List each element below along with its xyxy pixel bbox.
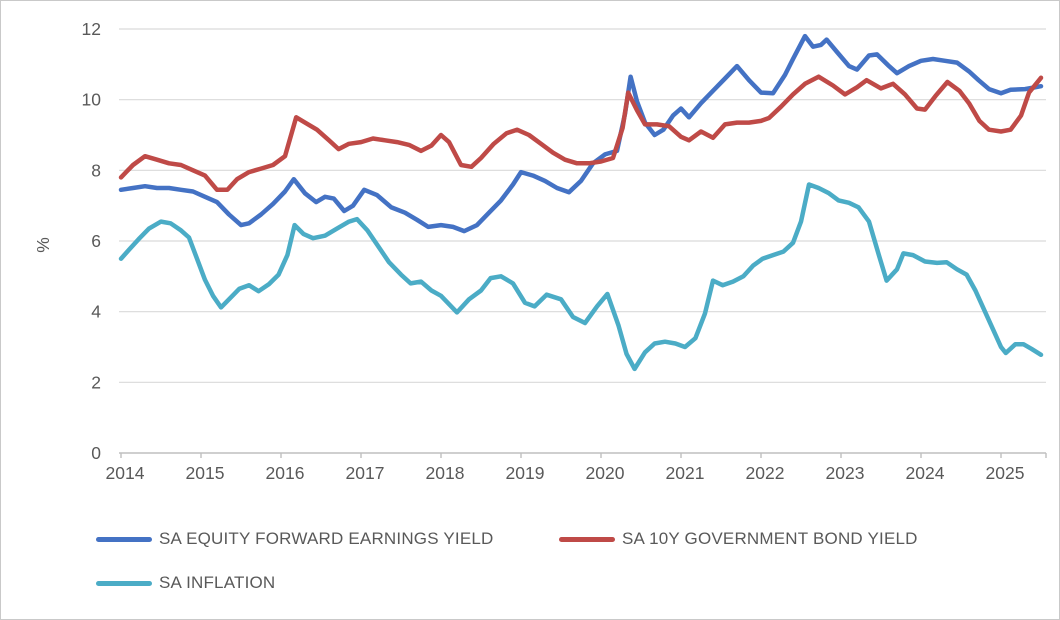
legend-label-equity-yield: SA EQUITY FORWARD EARNINGS YIELD (159, 529, 494, 548)
legend-item-bond-yield: SA 10Y GOVERNMENT BOND YIELD (559, 529, 918, 549)
x-tick-label-2022: 2022 (746, 463, 785, 483)
x-tick-label-2023: 2023 (826, 463, 865, 483)
gridlines (119, 28, 1046, 383)
y-tick-label-0: 0 (91, 443, 101, 463)
y-tick-label-8: 8 (91, 160, 101, 180)
legend-label-bond-yield: SA 10Y GOVERNMENT BOND YIELD (622, 529, 918, 548)
x-tick-label-2017: 2017 (346, 463, 385, 483)
axes (119, 452, 1047, 458)
y-tick-label-4: 4 (91, 302, 101, 322)
series-line-sa-10y-government-bond-yield (118, 74, 1044, 193)
legend-item-equity-yield: SA EQUITY FORWARD EARNINGS YIELD (96, 529, 494, 549)
tick-labels: 0 2 4 6 8 10 12 2014 2015 2016 2017 2018 2019 2020 202… (82, 19, 1025, 483)
legend-swatch-bond-yield (559, 536, 615, 542)
x-tick-label-2025: 2025 (986, 463, 1025, 483)
series-line-sa-inflation (118, 182, 1044, 372)
series-lines (118, 33, 1044, 372)
y-tick-label-10: 10 (82, 90, 102, 110)
y-axis-title: % (33, 237, 53, 253)
legend-label-inflation: SA INFLATION (159, 573, 276, 592)
x-tick-label-2016: 2016 (266, 463, 305, 483)
legend-item-inflation: SA INFLATION (96, 573, 275, 593)
y-tick-label-12: 12 (82, 19, 101, 39)
x-tick-label-2015: 2015 (186, 463, 225, 483)
x-tick-label-2019: 2019 (506, 463, 545, 483)
x-tick-label-2014: 2014 (106, 463, 145, 483)
legend-swatch-equity-yield (96, 536, 152, 542)
x-tick-label-2020: 2020 (586, 463, 625, 483)
x-tick-label-2018: 2018 (426, 463, 465, 483)
legend-swatch-inflation (96, 580, 152, 586)
y-tick-label-2: 2 (91, 372, 101, 392)
x-tick-label-2024: 2024 (906, 463, 945, 483)
x-tick-label-2021: 2021 (666, 463, 705, 483)
y-tick-label-6: 6 (91, 231, 101, 251)
line-chart-canvas: 0 2 4 6 8 10 12 2014 2015 2016 2017 2018 2019 2020 202… (33, 19, 1047, 483)
series-line-sa-equity-forward-earnings-yield (118, 33, 1044, 234)
